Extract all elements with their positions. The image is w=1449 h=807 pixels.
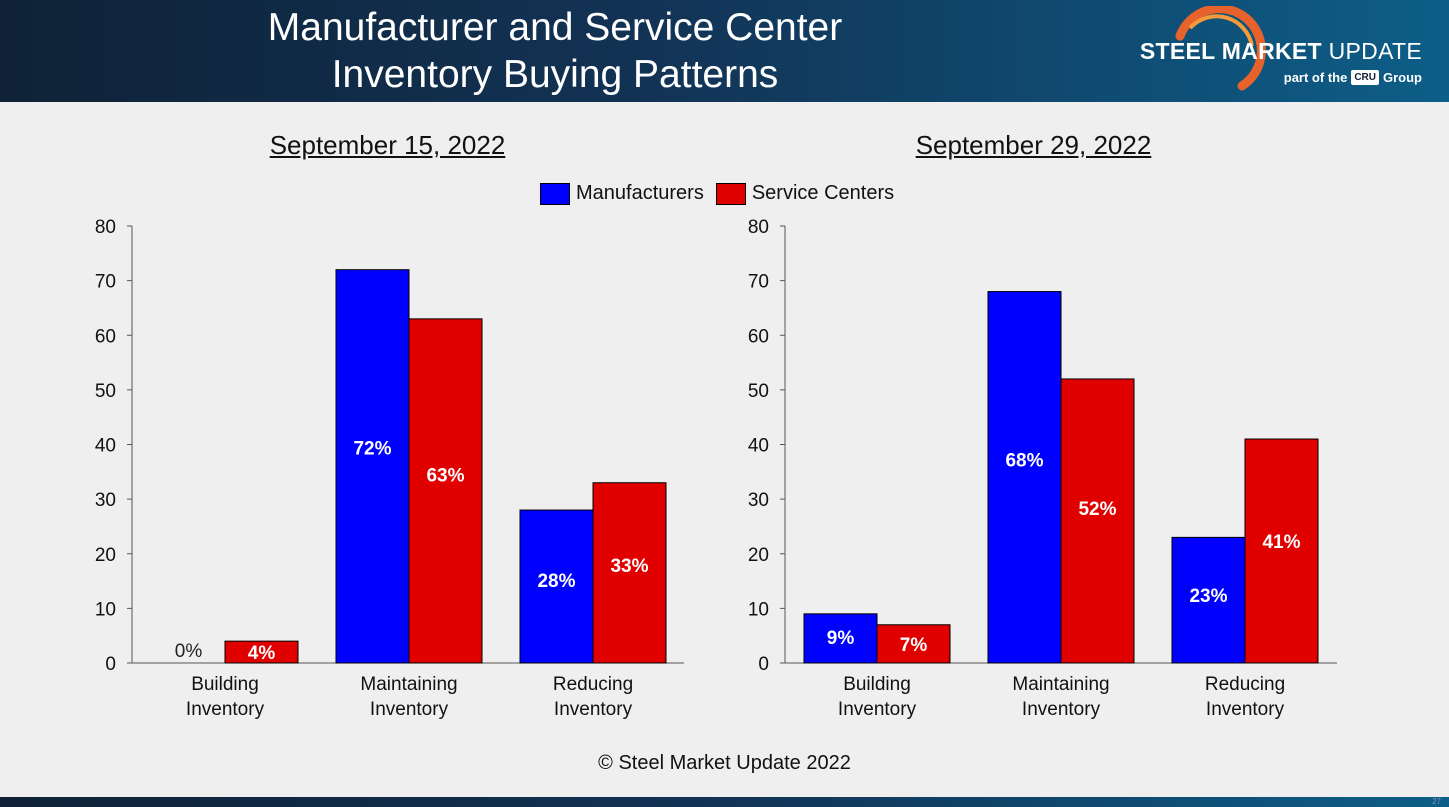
data-label: 63%: [426, 466, 464, 487]
y-tick-label: 10: [95, 599, 116, 620]
page-title: Manufacturer and Service Center Inventor…: [190, 4, 920, 98]
logo-bold-text: STEEL MARKET: [1139, 38, 1322, 64]
y-tick-label: 40: [748, 436, 769, 457]
y-tick-label: 30: [748, 490, 769, 511]
category-label: Inventory: [370, 699, 449, 720]
logo-sub-suffix: Group: [1383, 70, 1422, 85]
footer-bar: [0, 797, 1449, 807]
y-tick-label: 70: [748, 272, 769, 293]
bar: [335, 269, 410, 664]
bar: [803, 613, 878, 664]
legend-label-service-centers: Service Centers: [751, 182, 895, 204]
bar: [592, 482, 667, 664]
y-tick-label: 70: [95, 272, 116, 293]
category-label: Reducing: [553, 674, 633, 695]
bar: [224, 640, 299, 664]
data-label: 7%: [900, 635, 928, 656]
data-label: 0%: [175, 641, 203, 662]
data-label: 68%: [1005, 451, 1043, 472]
y-tick-label: 60: [748, 326, 769, 347]
data-label: 33%: [610, 556, 648, 577]
steel-market-update-logo: STEEL MARKET UPDATE part of the CRU Grou…: [1120, 6, 1440, 96]
y-tick-label: 30: [95, 490, 116, 511]
data-label: 4%: [248, 643, 276, 664]
category-label: Inventory: [554, 699, 633, 720]
y-tick-label: 50: [748, 381, 769, 402]
y-tick-label: 40: [95, 436, 116, 457]
data-label: 9%: [827, 628, 855, 649]
legend-swatch-service-centers: [715, 182, 746, 205]
chart-title-sep-15: September 15, 2022: [269, 130, 506, 160]
logo-light-text: UPDATE: [1328, 38, 1422, 64]
y-tick-label: 0: [105, 654, 116, 675]
title-line-1: Manufacturer and Service Center: [267, 6, 843, 49]
data-label: 28%: [537, 571, 575, 592]
y-tick-label: 20: [95, 545, 116, 566]
y-tick-label: 60: [95, 326, 116, 347]
legend-item-manufacturers: Manufacturers: [540, 182, 704, 205]
data-label: 41%: [1262, 532, 1300, 553]
category-label: Maintaining: [360, 674, 457, 695]
header-banner: Manufacturer and Service Center Inventor…: [0, 0, 1449, 102]
legend-label-manufacturers: Manufacturers: [576, 182, 704, 204]
category-label: Reducing: [1205, 674, 1285, 695]
bar: [1060, 378, 1135, 664]
bar: [1171, 536, 1246, 664]
data-label: 52%: [1078, 499, 1116, 520]
chart-title-sep-29: September 29, 2022: [915, 130, 1152, 160]
bar: [876, 624, 951, 664]
logo-wordmark: STEEL MARKET UPDATE: [1140, 38, 1422, 65]
logo-subtitle: part of the CRU Group: [1284, 70, 1422, 85]
category-label: Inventory: [186, 699, 265, 720]
y-tick-label: 10: [748, 599, 769, 620]
category-label: Building: [843, 674, 911, 695]
y-tick-label: 50: [95, 381, 116, 402]
copyright-text: © Steel Market Update 2022: [598, 752, 851, 774]
logo-arc-icon: [1175, 6, 1266, 91]
logo-sub-prefix: part of the: [1283, 70, 1348, 85]
legend-item-service-centers: Service Centers: [715, 182, 895, 205]
title-line-2: Inventory Buying Patterns: [331, 53, 779, 96]
legend-swatch-manufacturers: [540, 182, 570, 205]
bar: [519, 509, 594, 664]
category-label: Inventory: [1206, 699, 1285, 720]
bar: [408, 318, 483, 664]
y-tick-label: 20: [748, 545, 769, 566]
data-label: 72%: [353, 439, 391, 460]
category-label: Inventory: [838, 699, 917, 720]
y-tick-label: 80: [95, 217, 116, 238]
category-label: Maintaining: [1012, 674, 1109, 695]
y-tick-label: 80: [748, 217, 769, 238]
cru-logo-icon: CRU: [1351, 70, 1379, 85]
data-label: 23%: [1189, 586, 1227, 607]
category-label: Inventory: [1022, 699, 1101, 720]
category-label: Building: [191, 674, 259, 695]
chart-legend: Manufacturers Service Centers: [540, 182, 906, 205]
page-number: 27: [1432, 797, 1441, 806]
bar: [987, 291, 1062, 664]
y-tick-label: 0: [758, 654, 769, 675]
bar: [1244, 438, 1319, 664]
